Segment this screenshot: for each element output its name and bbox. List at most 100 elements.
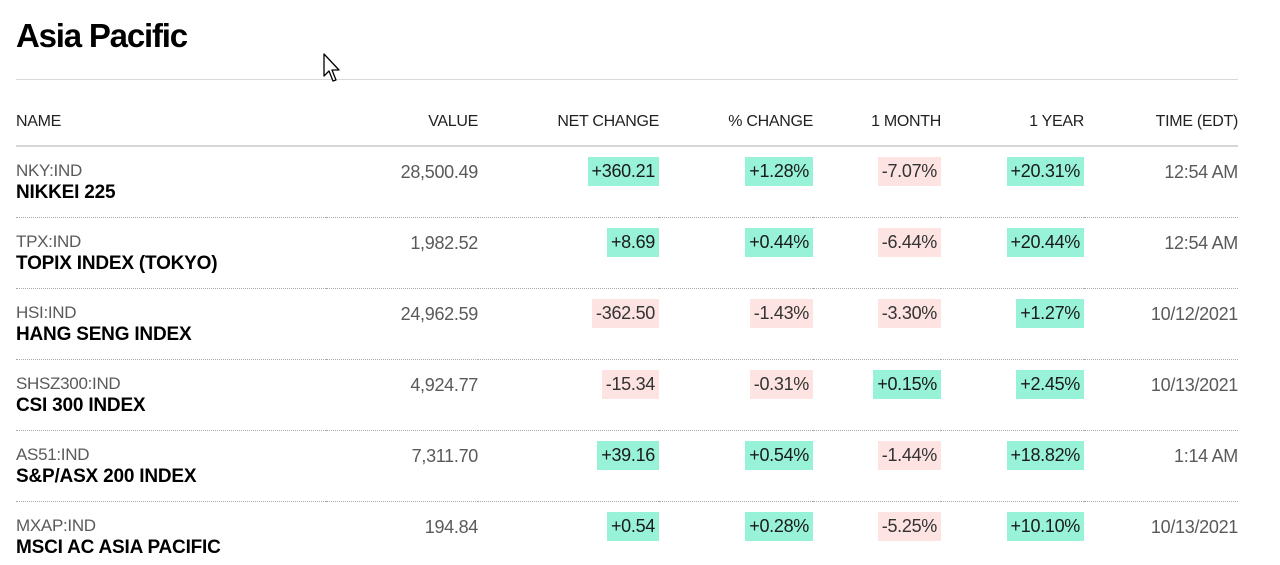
header-one-month: 1 MONTH [813,98,941,147]
header-one-year: 1 YEAR [941,98,1084,147]
header-value: VALUE [326,98,478,147]
time-value: 10/12/2021 [1150,304,1238,324]
one-month-badge: -3.30% [877,299,941,328]
index-name[interactable]: CSI 300 INDEX [16,395,146,416]
value-cell: 1,982.52 [326,217,478,289]
one-month-cell: -6.44% [813,217,941,289]
index-name[interactable]: S&P/ASX 200 INDEX [16,466,197,487]
value-cell: 7,311.70 [326,430,479,502]
index-name[interactable]: TOPIX INDEX (TOKYO) [16,253,218,274]
value-cell: 28,500.49 [326,146,478,218]
index-value: 1,982.52 [410,233,478,253]
ticker-symbol[interactable]: TPX:IND [16,232,81,251]
time-cell: 12:54 AM [1084,217,1238,289]
ticker-symbol[interactable]: MXAP:IND [16,516,96,535]
one-month-badge: -7.07% [877,157,941,186]
one-year-cell: +2.45% [941,359,1084,431]
quotes-body: NKY:IND NIKKEI 225 28,500.49 +360.21 +1.… [16,146,1238,565]
pct-change-cell: +1.28% [659,146,813,218]
net-change-badge: +39.16 [597,441,659,470]
time-cell: 1:14 AM [1084,430,1238,502]
index-name[interactable]: HANG SENG INDEX [16,324,192,345]
pct-change-badge: -0.31% [749,370,813,399]
one-month-cell: -3.30% [813,288,941,360]
time-value: 10/13/2021 [1150,375,1238,395]
index-value: 24,962.59 [400,304,479,324]
net-change-cell: +39.16 [478,430,659,502]
time-value: 12:54 AM [1164,162,1238,182]
page-title: Asia Pacific [16,17,188,54]
net-change-badge: +8.69 [606,228,659,257]
header-net-change: NET CHANGE [478,98,659,147]
net-change-badge: +360.21 [587,157,659,186]
header-time: TIME (EDT) [1084,98,1238,147]
time-cell: 10/13/2021 [1084,502,1238,565]
one-month-cell: -7.07% [813,146,941,218]
one-year-badge: +20.31% [1006,157,1084,186]
time-cell: 10/12/2021 [1084,288,1238,360]
time-cell: 12:54 AM [1084,146,1238,218]
one-month-badge: +0.15% [873,370,941,399]
value-cell: 194.84 [326,502,479,565]
time-value: 12:54 AM [1164,233,1238,253]
net-change-badge: -15.34 [601,370,659,399]
index-name[interactable]: MSCI AC ASIA PACIFIC [16,537,221,558]
pct-change-cell: -0.31% [659,359,813,431]
quotes-table: NAME VALUE NET CHANGE % CHANGE 1 MONTH 1… [16,98,1238,565]
name-cell: HSI:IND HANG SENG INDEX [16,288,326,360]
one-month-cell: -5.25% [813,502,941,565]
pct-change-cell: +0.28% [659,502,813,565]
one-month-badge: -5.25% [877,512,941,541]
net-change-cell: +8.69 [478,217,659,289]
header-name: NAME [16,98,326,147]
table-header-row: NAME VALUE NET CHANGE % CHANGE 1 MONTH 1… [16,98,1238,147]
table-row[interactable]: HSI:IND HANG SENG INDEX 24,962.59 -362.5… [16,288,1238,360]
pct-change-cell: -1.43% [659,288,813,360]
value-cell: 24,962.59 [326,288,479,360]
name-cell: TPX:IND TOPIX INDEX (TOKYO) [16,217,326,289]
one-month-badge: -6.44% [877,228,941,257]
net-change-cell: -15.34 [478,359,659,431]
ticker-symbol[interactable]: SHSZ300:IND [16,374,121,393]
table-row[interactable]: AS51:IND S&P/ASX 200 INDEX 7,311.70 +39.… [16,430,1238,502]
value-cell: 4,924.77 [326,359,478,431]
name-cell: SHSZ300:IND CSI 300 INDEX [16,359,326,431]
name-cell: NKY:IND NIKKEI 225 [16,146,326,218]
ticker-symbol[interactable]: HSI:IND [16,303,77,322]
time-value: 10/13/2021 [1150,517,1238,537]
index-value: 7,311.70 [411,446,479,466]
one-year-badge: +1.27% [1016,299,1084,328]
one-year-cell: +10.10% [941,502,1084,565]
pct-change-badge: -1.43% [749,299,813,328]
table-row[interactable]: MXAP:IND MSCI AC ASIA PACIFIC 194.84 +0.… [16,502,1238,565]
table-row[interactable]: NKY:IND NIKKEI 225 28,500.49 +360.21 +1.… [16,146,1238,218]
ticker-symbol[interactable]: NKY:IND [16,161,82,180]
table-row[interactable]: SHSZ300:IND CSI 300 INDEX 4,924.77 -15.3… [16,359,1238,431]
one-year-cell: +20.31% [941,146,1084,218]
net-change-cell: +0.54 [478,502,659,565]
index-name[interactable]: NIKKEI 225 [16,182,116,203]
pct-change-cell: +0.44% [659,217,813,289]
time-value: 1:14 AM [1174,446,1238,466]
ticker-symbol[interactable]: AS51:IND [16,445,90,464]
pct-change-badge: +1.28% [745,157,813,186]
mouse-cursor-icon [323,53,340,82]
pct-change-badge: +0.54% [745,441,813,470]
one-year-badge: +2.45% [1016,370,1084,399]
header-pct-change: % CHANGE [659,98,813,147]
one-month-cell: -1.44% [813,430,941,502]
net-change-badge: -362.50 [592,299,659,328]
net-change-cell: -362.50 [478,288,659,360]
title-divider [16,79,1238,80]
one-year-cell: +18.82% [941,430,1084,502]
one-year-cell: +1.27% [941,288,1084,360]
name-cell: MXAP:IND MSCI AC ASIA PACIFIC [16,502,326,565]
index-value: 194.84 [424,517,479,537]
time-cell: 10/13/2021 [1084,359,1238,431]
one-month-cell: +0.15% [813,359,941,431]
table-row[interactable]: TPX:IND TOPIX INDEX (TOKYO) 1,982.52 +8.… [16,217,1238,289]
one-year-badge: +20.44% [1006,228,1084,257]
one-year-badge: +18.82% [1006,441,1084,470]
index-value: 28,500.49 [400,162,479,182]
